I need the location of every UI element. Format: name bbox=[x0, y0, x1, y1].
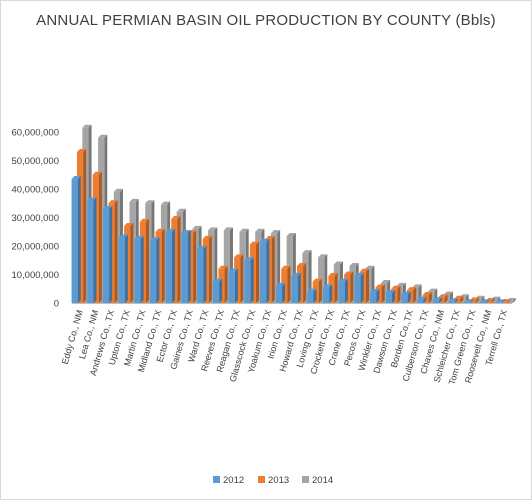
y-axis-tick-labels: 0 10,000,000 20,000,000 30,000,000 40,000,00… bbox=[11, 128, 59, 310]
bar-2012-12 bbox=[260, 238, 270, 303]
bar-marks bbox=[71, 124, 516, 304]
bar-2012-16 bbox=[322, 284, 333, 303]
legend-item-2013: 2013 bbox=[258, 475, 289, 486]
legend-swatch bbox=[213, 476, 220, 483]
y-tick-label: 50,000,000 bbox=[11, 156, 59, 167]
legend-item-2014: 2014 bbox=[302, 475, 333, 486]
bar-2012-23 bbox=[432, 297, 443, 303]
bar-2012-10 bbox=[228, 268, 238, 303]
y-tick-label: 40,000,000 bbox=[11, 185, 59, 196]
bar-2012-2 bbox=[102, 205, 113, 303]
bar-2012-17 bbox=[338, 278, 348, 304]
y-tick-label: 20,000,000 bbox=[11, 242, 59, 253]
bar-2013-24 bbox=[454, 295, 464, 303]
legend-swatch bbox=[302, 476, 309, 483]
y-tick-label: 10,000,000 bbox=[11, 270, 59, 281]
legend: 2012 2013 2014 bbox=[213, 475, 333, 486]
y-tick-label: 30,000,000 bbox=[11, 213, 59, 224]
bar-2012-20 bbox=[385, 290, 396, 303]
bar-2012-18 bbox=[354, 272, 364, 303]
bar-2012-4 bbox=[134, 235, 144, 304]
bar-2012-26 bbox=[480, 299, 490, 303]
legend-item-2012: 2012 bbox=[213, 475, 244, 486]
bar-2012-11 bbox=[244, 257, 254, 303]
bar-2012-6 bbox=[165, 228, 176, 303]
y-tick-label: 0 bbox=[54, 299, 59, 310]
bar-2012-24 bbox=[448, 298, 458, 303]
bar-2012-0 bbox=[71, 176, 81, 303]
legend-label: 2013 bbox=[268, 475, 289, 486]
bar-2012-25 bbox=[464, 299, 474, 303]
bar-2012-19 bbox=[370, 289, 380, 303]
bar-2012-27 bbox=[495, 299, 506, 303]
legend-label: 2014 bbox=[312, 475, 333, 486]
y-tick-label: 60,000,000 bbox=[11, 128, 59, 139]
bar-2012-21 bbox=[401, 291, 411, 303]
bar-2012-3 bbox=[118, 234, 128, 303]
bar-2012-13 bbox=[275, 282, 286, 303]
legend-swatch bbox=[258, 476, 265, 483]
bar-2012-5 bbox=[150, 237, 160, 303]
chart-title: ANNUAL PERMIAN BASIN OIL PRODUCTION BY C… bbox=[36, 12, 496, 29]
bar-2012-8 bbox=[197, 245, 207, 303]
legend-label: 2012 bbox=[223, 475, 244, 486]
bar-2012-22 bbox=[417, 296, 427, 303]
bar-2012-15 bbox=[307, 288, 317, 303]
bar-2012-9 bbox=[212, 278, 223, 304]
bar-2012-7 bbox=[181, 230, 191, 303]
bar-2012-14 bbox=[291, 272, 301, 303]
bar-2012-1 bbox=[87, 197, 97, 303]
